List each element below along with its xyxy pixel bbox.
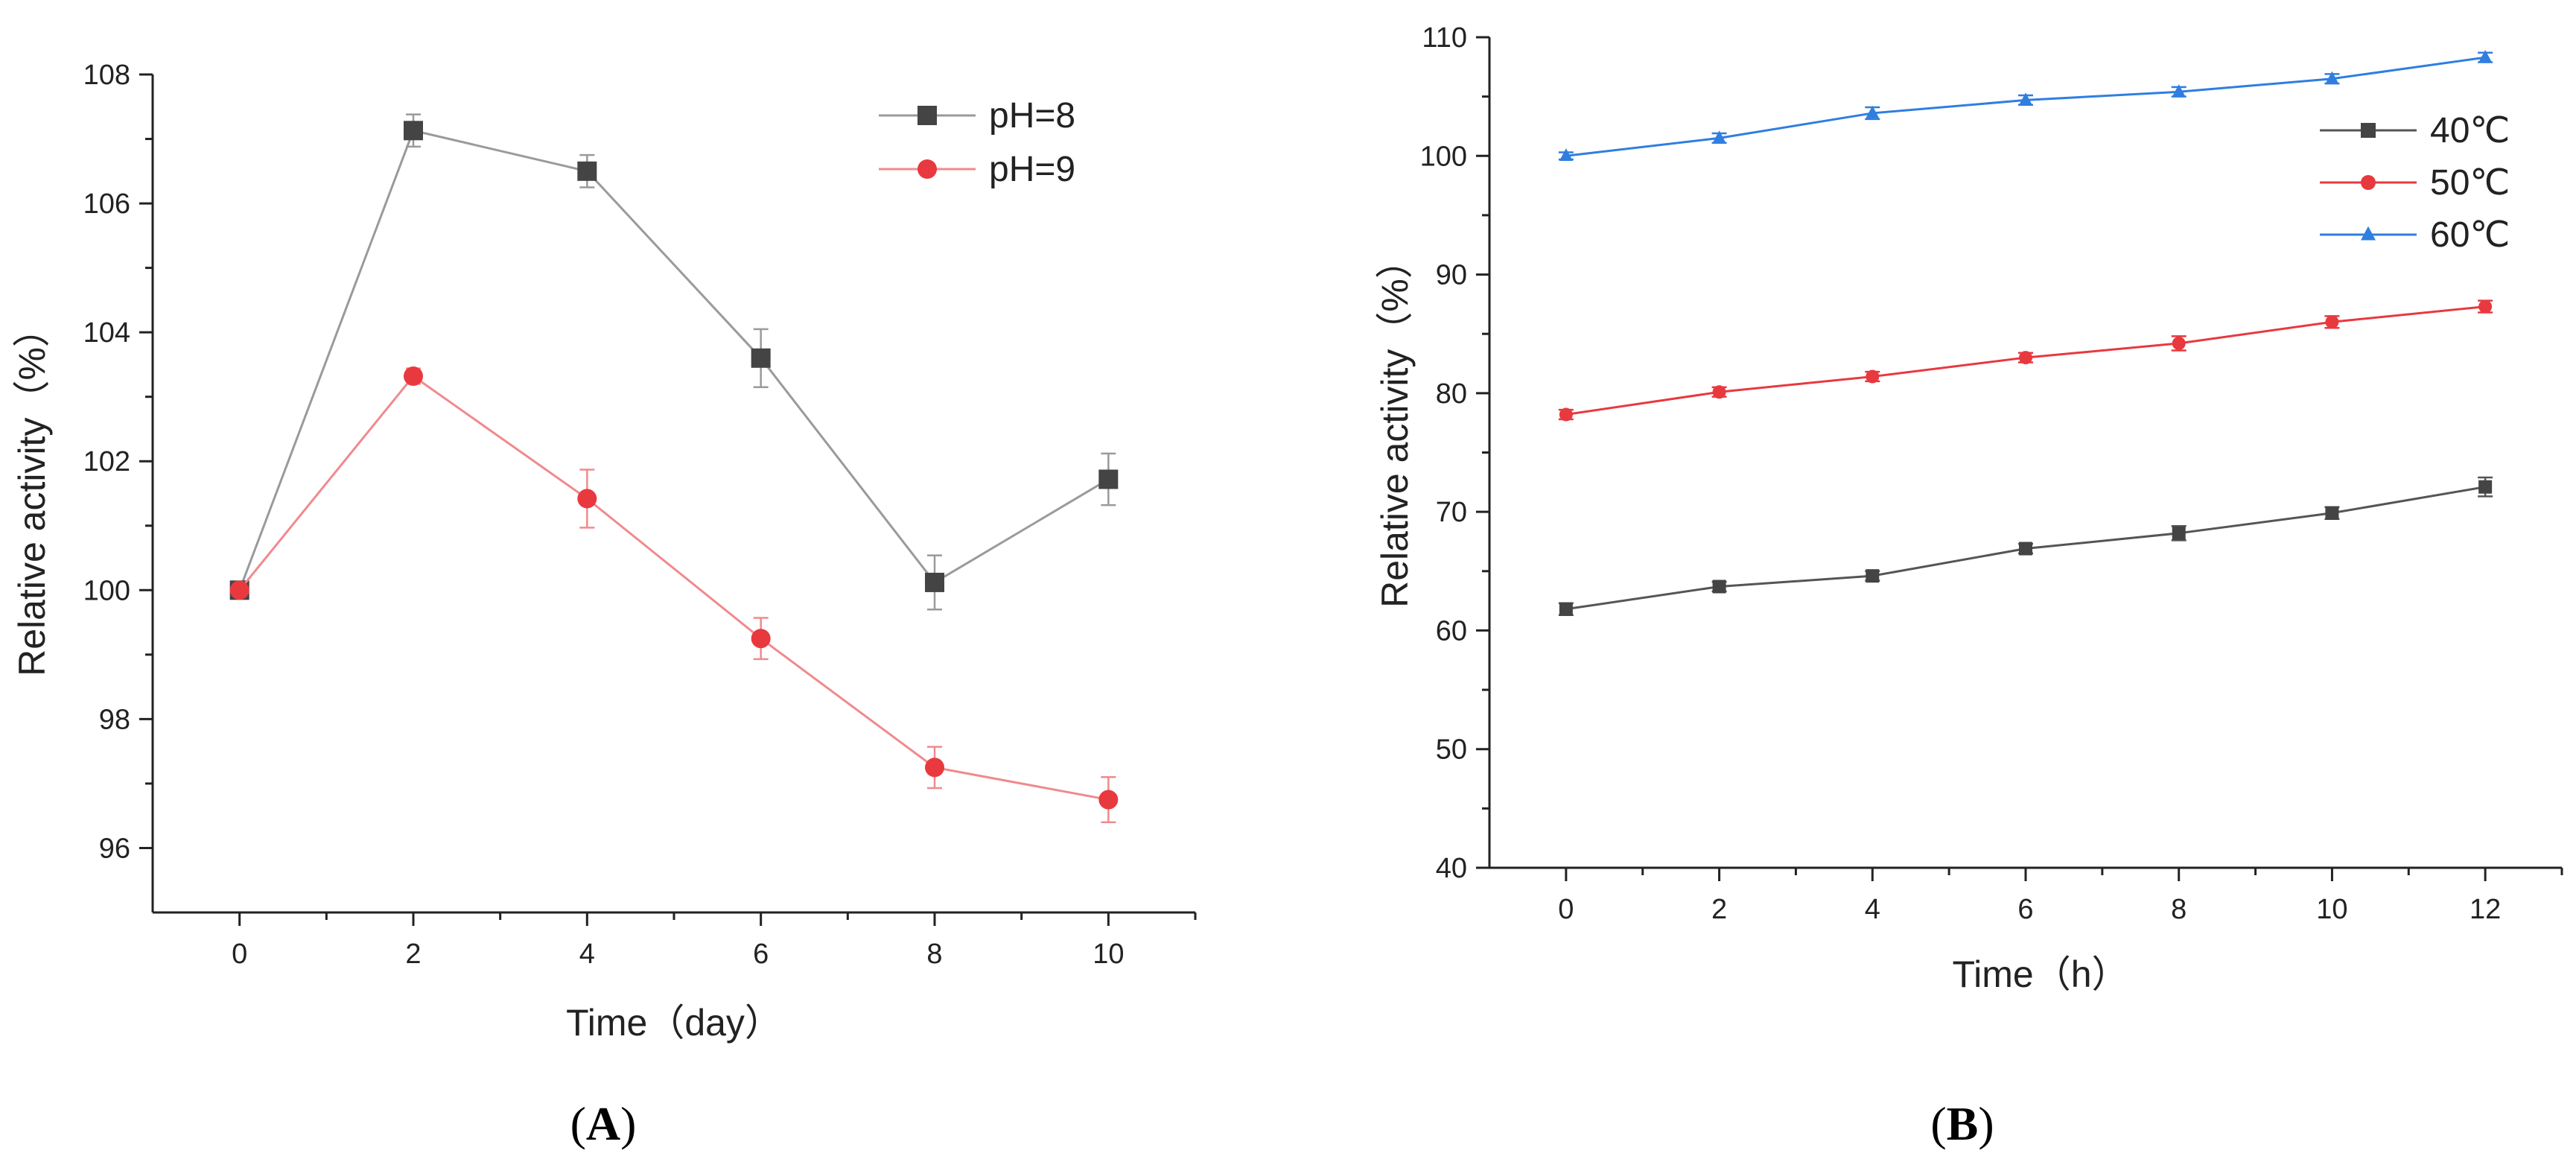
x-axis-title: Time（h）: [1952, 953, 2128, 995]
data-point: [751, 629, 771, 649]
series-60℃: [1558, 49, 2493, 162]
series-line: [238, 374, 1109, 801]
data-point: [2478, 299, 2493, 314]
legend-marker: [2361, 175, 2376, 190]
y-tick-label: 100: [83, 575, 130, 606]
x-tick-label: 4: [1865, 894, 1880, 925]
data-point: [1712, 130, 1726, 144]
x-tick-label: 2: [1711, 894, 1727, 925]
data-point: [404, 366, 423, 386]
legend-marker: [917, 106, 937, 125]
data-point: [1098, 790, 1119, 810]
data-point: [577, 161, 597, 181]
data-point: [2325, 71, 2339, 84]
y-tick-label: 50: [1436, 734, 1467, 766]
y-tick-label: 106: [83, 188, 130, 220]
data-point: [925, 572, 944, 592]
legend-label: 60℃: [2430, 215, 2510, 255]
data-point: [2478, 49, 2493, 63]
y-tick-label: 40: [1436, 853, 1467, 884]
data-point: [2019, 92, 2032, 106]
legend: 40℃ 50℃ 60℃: [2320, 111, 2510, 255]
series-50℃: [1558, 299, 2493, 422]
series-pH=9: [229, 366, 1119, 824]
data-point: [1098, 469, 1119, 489]
data-point: [1866, 105, 1880, 118]
series-pH=8: [229, 113, 1119, 611]
data-point: [1559, 407, 1573, 422]
panel-label: (A): [570, 1097, 637, 1150]
data-point: [2172, 526, 2186, 540]
y-tick-label: 80: [1436, 378, 1467, 410]
legend-label: pH=8: [989, 96, 1075, 136]
y-tick-label: 96: [99, 833, 130, 864]
series-line: [238, 129, 1110, 591]
series-line: [1565, 56, 2486, 157]
y-tick-label: 110: [1422, 22, 1467, 54]
x-tick-label: 6: [2017, 894, 2033, 925]
x-tick-label: 8: [2171, 894, 2187, 925]
chart-panel-b: 40 50 60 70 80 90 100 110 0 2 4 6 8 10 12 Time（h） Relati…: [1374, 22, 2563, 1150]
legend-marker: [917, 159, 937, 179]
y-tick-label: 108: [83, 60, 130, 91]
y-tick-label: 90: [1436, 260, 1467, 291]
x-tick-label: 2: [405, 939, 421, 970]
data-point: [2172, 84, 2186, 98]
data-point: [2325, 506, 2339, 520]
x-tick-label: 4: [579, 939, 595, 970]
data-point: [751, 348, 771, 368]
data-point: [577, 489, 597, 509]
data-point: [2172, 336, 2186, 350]
legend-label: 50℃: [2430, 163, 2510, 203]
data-point: [1866, 369, 1880, 384]
x-tick-label: 12: [2470, 894, 2501, 925]
data-point: [2019, 351, 2032, 365]
x-tick-label: 6: [753, 939, 769, 970]
x-tick-label: 0: [232, 939, 247, 970]
x-tick-label: 8: [926, 939, 942, 970]
x-tick-label: 10: [2316, 894, 2347, 925]
legend-marker: [2361, 226, 2376, 241]
y-axis-title: Relative activity（%）: [11, 310, 53, 676]
y-tick-label: 102: [83, 446, 130, 477]
legend: pH=8 pH=9: [879, 96, 1075, 189]
data-point: [2478, 480, 2493, 494]
panel-label: (B): [1930, 1097, 1994, 1150]
legend-marker: [2361, 123, 2376, 138]
data-point: [1712, 385, 1726, 399]
data-point: [404, 121, 423, 141]
data-point: [925, 758, 944, 778]
y-tick-label: 100: [1420, 141, 1467, 172]
y-tick-label: 104: [83, 317, 130, 349]
data-point: [229, 580, 249, 600]
data-point: [1559, 602, 1573, 616]
data-point: [2325, 315, 2339, 329]
x-tick-label: 0: [1558, 894, 1574, 925]
chart-panel-a: 96 98 100 102 104 106 108 0 2 4 6 8 10 Time（day） Relat…: [11, 60, 1197, 1150]
legend-label: pH=9: [989, 150, 1075, 189]
x-axis-title: Time（day）: [566, 1002, 782, 1044]
data-point: [1559, 148, 1573, 162]
legend-label: 40℃: [2430, 111, 2510, 150]
series-40℃: [1558, 476, 2493, 616]
x-tick-label: 10: [1093, 939, 1124, 970]
y-axis-title: Relative activity（%）: [1374, 241, 1416, 608]
data-point: [1712, 580, 1726, 594]
data-point: [1866, 569, 1880, 583]
y-tick-label: 70: [1436, 497, 1467, 528]
y-tick-label: 98: [99, 704, 130, 735]
y-tick-label: 60: [1436, 615, 1467, 647]
data-point: [2019, 542, 2032, 556]
